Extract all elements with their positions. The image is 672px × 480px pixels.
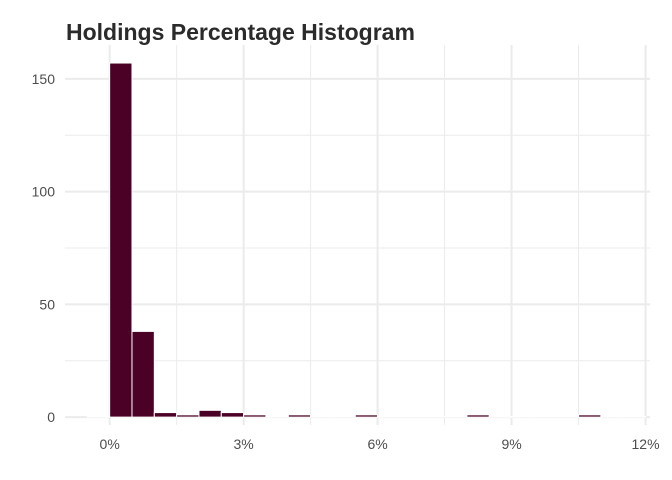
histogram-bars [86,62,647,418]
histogram-bar [377,416,401,418]
histogram-bar [533,416,557,418]
histogram-bar [176,414,200,418]
x-tick-label: 9% [501,436,521,452]
histogram-bar [86,416,111,418]
x-tick-label: 0% [100,436,120,452]
histogram-bar [466,414,490,418]
histogram-bar [265,416,289,418]
histogram-bar [421,416,446,418]
histogram-bar [153,412,178,418]
histogram-bar [287,414,312,418]
histogram-bar [578,414,602,418]
x-tick-label: 3% [234,436,254,452]
histogram-bar [600,416,624,418]
histogram-bar [243,414,267,418]
y-tick-label: 50 [39,296,55,312]
histogram-bar [555,416,580,418]
x-tick-label: 6% [367,436,387,452]
y-tick-label: 0 [47,409,55,425]
y-axis-labels: 0 50 100 150 [32,71,56,425]
histogram-bar [511,416,535,418]
histogram-bar [399,416,423,418]
histogram-bar [131,330,155,418]
histogram-bar [444,416,468,418]
histogram-bar [622,416,647,418]
x-axis-labels: 0% 3% 6% 9% 12% [100,436,660,452]
y-tick-label: 100 [32,184,56,200]
histogram-bar [220,412,245,418]
histogram-bar [310,416,334,418]
histogram-bar [332,416,356,418]
y-tick-label: 150 [32,71,56,87]
chart-title: Holdings Percentage Histogram [66,19,415,45]
histogram-bar [198,409,222,418]
histogram-bar [109,62,133,418]
histogram-bar [488,416,513,418]
histogram-bar [354,414,379,418]
x-tick-label: 12% [632,436,660,452]
